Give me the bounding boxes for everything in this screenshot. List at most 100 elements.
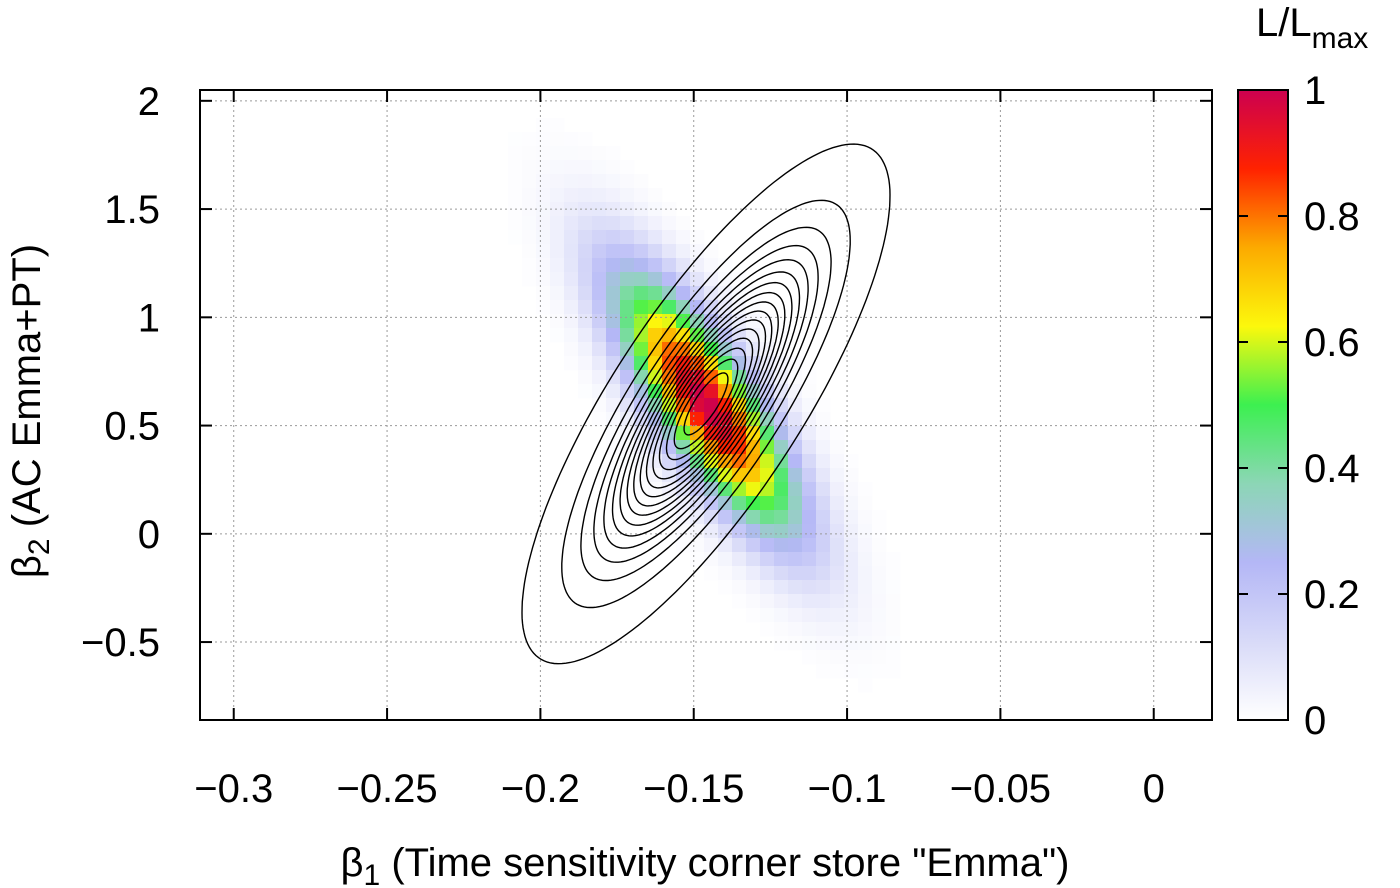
heatmap-cell (606, 286, 621, 301)
heatmap-cell (578, 244, 593, 259)
heatmap-cell (774, 426, 789, 441)
heatmap-cell (550, 272, 565, 287)
heatmap-cell (620, 216, 635, 231)
heatmap-cell (578, 342, 593, 357)
contour-line (683, 372, 729, 436)
heatmap-cell (704, 272, 719, 287)
y-tick-label: 0.5 (104, 405, 160, 449)
heatmap-cell (606, 314, 621, 329)
heatmap-cell (872, 524, 887, 539)
y-tick-label: 1 (138, 296, 160, 340)
heatmap-cell (788, 538, 803, 553)
heatmap-cell (550, 202, 565, 217)
heatmap-cell (844, 566, 859, 581)
heatmap-cell (858, 580, 873, 595)
heatmap-cell (830, 650, 845, 665)
heatmap-cell (816, 468, 831, 483)
heatmap-cell (606, 328, 621, 343)
heatmap-cell (788, 524, 803, 539)
heatmap-cell (746, 510, 761, 525)
heatmap-cell (606, 188, 621, 203)
heatmap-cell (830, 594, 845, 609)
heatmap-cell (844, 552, 859, 567)
heatmap-cell (634, 216, 649, 231)
heatmap-cell (592, 286, 607, 301)
heatmap-cell (592, 258, 607, 273)
heatmap-cell (732, 468, 747, 483)
heatmap-cell (578, 258, 593, 273)
heatmap-cell (620, 188, 635, 203)
heatmap-cell (592, 356, 607, 371)
heatmap-cell (550, 132, 565, 147)
heatmap-cell (634, 272, 649, 287)
heatmap-cell (606, 174, 621, 189)
heatmap-cell (760, 454, 775, 469)
heatmap-cell (606, 300, 621, 315)
y-tick-label: −0.5 (81, 621, 160, 665)
heatmap-cell (844, 510, 859, 525)
heatmap-cell (746, 328, 761, 343)
heatmap-cell (802, 384, 817, 399)
heatmap-cell (704, 538, 719, 553)
heatmap-cell (620, 258, 635, 273)
heatmap-cell (858, 538, 873, 553)
heatmap-cell (634, 468, 649, 483)
heatmap-cell (886, 622, 901, 637)
heatmap-cell (802, 496, 817, 511)
heatmap-cell (858, 552, 873, 567)
heatmap-cell (550, 314, 565, 329)
heatmap-cell (578, 230, 593, 245)
heatmap-cell (704, 482, 719, 497)
heatmap-cell (634, 258, 649, 273)
heatmap-cell (886, 636, 901, 651)
heatmap-cell (774, 636, 789, 651)
heatmap-cell (634, 286, 649, 301)
heatmap-cell (634, 244, 649, 259)
colorbar (1237, 89, 1289, 721)
x-tick-label: −0.05 (950, 767, 1051, 811)
heatmap-cell (802, 468, 817, 483)
x-tick-label: −0.3 (194, 767, 273, 811)
heatmap-cell (760, 552, 775, 567)
heatmap-cell (676, 496, 691, 511)
heatmap-cell (620, 272, 635, 287)
heatmap-cell (634, 384, 649, 399)
heatmap-cell (522, 160, 537, 175)
heatmap-cell (802, 650, 817, 665)
heatmap-cell (606, 272, 621, 287)
heatmap-cell (606, 146, 621, 161)
heatmap-cell (522, 258, 537, 273)
heatmap-cell (872, 594, 887, 609)
heatmap-cell (774, 538, 789, 553)
heatmap-cell (788, 426, 803, 441)
heatmap-cell (676, 342, 691, 357)
heatmap-cell (718, 552, 733, 567)
heatmap-cell (732, 580, 747, 595)
heatmap-cell (508, 132, 523, 147)
heatmap-cell (620, 370, 635, 385)
heatmap-cell (844, 538, 859, 553)
heatmap-cell (732, 272, 747, 287)
heatmap-cell (564, 342, 579, 357)
heatmap-cell (522, 230, 537, 245)
heatmap-cell (830, 566, 845, 581)
heatmap-cell (732, 524, 747, 539)
heatmap-cell (802, 608, 817, 623)
heatmap-cell (620, 412, 635, 427)
heatmap-cell (872, 622, 887, 637)
heatmap-cell (592, 328, 607, 343)
heatmap-cell (788, 412, 803, 427)
heatmap-cell (816, 496, 831, 511)
heatmap-cell (788, 398, 803, 413)
heatmap-cell (788, 384, 803, 399)
heatmap-cell (830, 636, 845, 651)
heatmap-cell (788, 552, 803, 567)
heatmap-cell (662, 216, 677, 231)
heatmap-cell (550, 160, 565, 175)
heatmap-cell (536, 132, 551, 147)
heatmap-cell (704, 552, 719, 567)
heatmap-cell (830, 482, 845, 497)
heatmap-cell (536, 272, 551, 287)
heatmap-cell (536, 188, 551, 203)
heatmap-cell (718, 342, 733, 357)
